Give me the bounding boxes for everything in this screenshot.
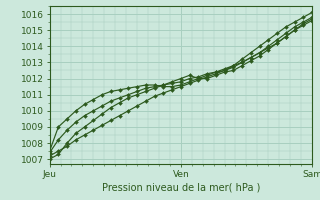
X-axis label: Pression niveau de la mer( hPa ): Pression niveau de la mer( hPa ) [102,183,260,193]
